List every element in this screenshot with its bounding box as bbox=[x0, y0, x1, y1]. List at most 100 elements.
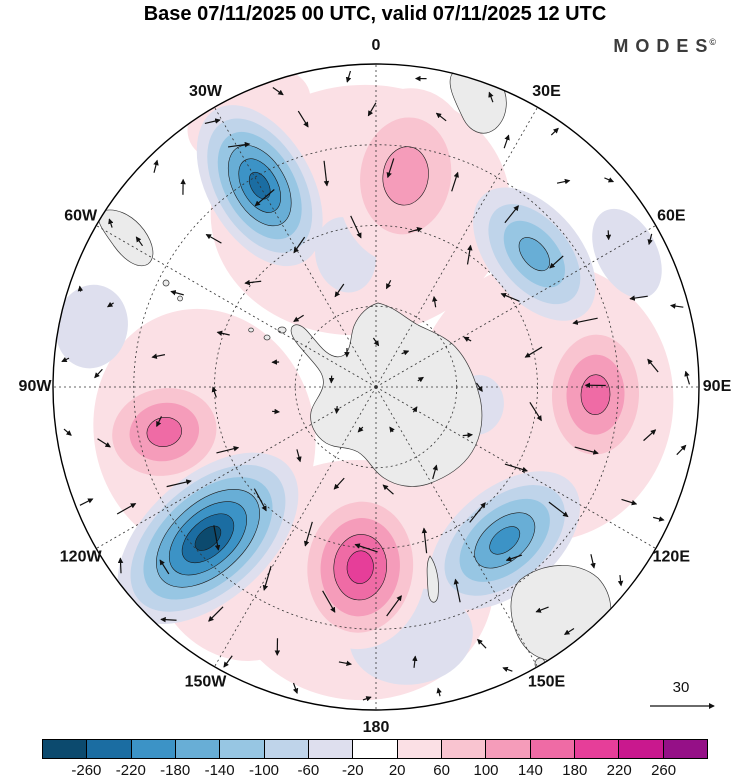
wind-vector-arrow bbox=[253, 488, 267, 512]
wind-vector-arrow bbox=[216, 330, 230, 336]
wind-vector-arrow bbox=[345, 70, 352, 83]
wind-vector-arrow bbox=[385, 280, 392, 290]
island-landmass bbox=[177, 295, 183, 302]
wind-vector-arrow bbox=[272, 408, 280, 415]
wind-vector-arrow bbox=[556, 178, 571, 185]
wind-vector-arrow bbox=[670, 303, 684, 309]
wind-vector-arrow bbox=[647, 233, 653, 246]
wind-vector-arrow bbox=[213, 525, 221, 551]
wind-vector-arrow bbox=[653, 516, 665, 522]
colorbar-labels: -260 -220 -180 -140 -100 -60 -20 20 60 100 140 180 2… bbox=[42, 762, 708, 780]
wind-vector-arrow bbox=[572, 317, 598, 325]
wind-vector-arrow bbox=[382, 484, 394, 495]
wind-vector-arrow bbox=[322, 590, 336, 613]
antarctic-island-landmass bbox=[248, 327, 254, 333]
wind-vector-arrow bbox=[549, 255, 564, 269]
wind-vector-arrow bbox=[156, 416, 163, 428]
colorbar-tick-label: -180 bbox=[160, 762, 191, 779]
colorbar bbox=[42, 739, 708, 759]
colorbar-tick-label: 260 bbox=[651, 762, 677, 779]
wind-vector-arrow bbox=[303, 521, 313, 547]
wind-vector-arrow bbox=[548, 501, 569, 518]
wind-vector-arrow bbox=[421, 527, 428, 554]
longitude-label: 90W bbox=[19, 378, 53, 395]
wind-vector-arrow bbox=[401, 350, 410, 356]
wind-vector-arrow bbox=[386, 158, 395, 179]
wind-vector-arrow bbox=[451, 171, 459, 192]
anomaly-contour bbox=[346, 550, 374, 584]
wind-vector-arrow bbox=[477, 638, 487, 649]
wind-vector-arrow bbox=[417, 376, 424, 383]
wind-vector-arrow bbox=[362, 696, 372, 702]
anomaly-contour bbox=[194, 525, 222, 551]
colorbar-cell bbox=[42, 739, 88, 759]
latitude-circle bbox=[133, 144, 619, 630]
wind-vector-arrow bbox=[462, 432, 473, 438]
longitude-labels: 0 30E 60E 90E 120E 150E 180 150W 120W 90W 60W 30W bbox=[19, 37, 732, 736]
colorbar-cell bbox=[573, 739, 620, 759]
wind-vector-arrow bbox=[563, 628, 575, 635]
anomaly-contour bbox=[489, 526, 521, 555]
colorbar-tick-label: -100 bbox=[248, 762, 280, 779]
colorbar-cell bbox=[485, 739, 531, 759]
wind-vector-arrow bbox=[97, 438, 111, 448]
wind-vector-arrow bbox=[604, 177, 615, 183]
wind-vector-arrow bbox=[372, 337, 380, 347]
wind-vector-arrow bbox=[211, 386, 217, 398]
longitude-label: 30E bbox=[532, 83, 561, 100]
wind-vector-arrow bbox=[469, 502, 486, 523]
wind-vector-arrow bbox=[166, 479, 192, 488]
wind-vector-arrow bbox=[412, 655, 418, 668]
colorbar-tick-label: -260 bbox=[71, 762, 102, 779]
wind-vector-arrow bbox=[254, 189, 275, 207]
anomaly-contour bbox=[248, 171, 271, 200]
wind-vector-arrow bbox=[227, 141, 251, 148]
wind-vector-arrow bbox=[135, 236, 144, 247]
wind-vector-arrow bbox=[453, 578, 461, 603]
colorbar-cell bbox=[86, 739, 132, 759]
longitude-label: 30W bbox=[189, 83, 223, 100]
wind-vector-arrow bbox=[334, 406, 340, 414]
colorbar-tick-label: 60 bbox=[433, 762, 450, 779]
wind-vector-arrow bbox=[223, 655, 233, 668]
wind-vector-arrow bbox=[153, 159, 159, 173]
wind-vector-arrow bbox=[386, 595, 402, 617]
colorbar-cell bbox=[174, 739, 221, 759]
colorbar-cell bbox=[396, 739, 442, 759]
wind-vector-arrow bbox=[500, 292, 520, 302]
wind-vector-arrow bbox=[160, 616, 177, 623]
wind-vector-arrow bbox=[272, 87, 284, 96]
wind-vector-arrow bbox=[106, 301, 114, 308]
wind-vector-arrow bbox=[367, 102, 377, 117]
wind-vector-arrow bbox=[505, 554, 523, 562]
wind-vector-arrow bbox=[117, 557, 124, 574]
longitude-label: 150W bbox=[185, 674, 228, 691]
wind-vector-arrow bbox=[244, 279, 262, 286]
colorbar-cell bbox=[440, 739, 487, 759]
antarctica-landmass bbox=[290, 302, 483, 487]
wind-vector-arrow bbox=[94, 368, 103, 379]
colorbar-tick-label: 220 bbox=[606, 762, 632, 779]
wind-vector-arrow bbox=[296, 449, 302, 463]
meridian-line bbox=[375, 225, 656, 388]
longitude-label: 120E bbox=[653, 549, 691, 566]
colorbar-tick-label: -20 bbox=[341, 762, 364, 779]
colorbar-cell bbox=[662, 739, 708, 759]
wind-vector-arrow bbox=[466, 244, 473, 265]
wind-vector-arrow bbox=[590, 554, 596, 569]
meridian-line bbox=[375, 107, 538, 388]
wind-vector-arrow bbox=[208, 606, 224, 622]
longitude-label: 180 bbox=[363, 719, 390, 736]
wind-vector-arrow bbox=[647, 358, 659, 373]
longitude-label: 150E bbox=[528, 674, 566, 691]
tasmania-landmass bbox=[534, 657, 546, 671]
colorbar-tick-label: -60 bbox=[297, 762, 320, 779]
modes-logo-text: MODES bbox=[613, 36, 715, 56]
wind-vector-arrow bbox=[170, 290, 184, 296]
wind-vector-arrow bbox=[463, 336, 472, 342]
meridian-line bbox=[96, 386, 377, 549]
wind-vector-arrow bbox=[63, 428, 72, 436]
wind-vector-arrow bbox=[502, 666, 513, 672]
